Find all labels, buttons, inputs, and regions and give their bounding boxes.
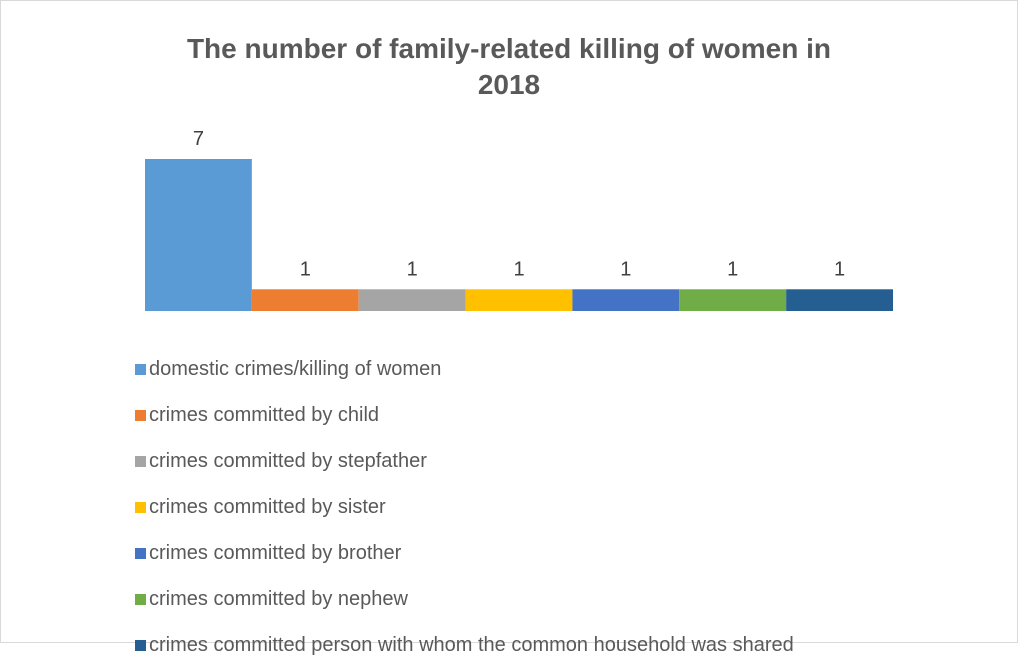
bar-plot: 7 1 1 1 1 1 1 bbox=[145, 128, 893, 311]
data-label-6: 1 bbox=[727, 258, 738, 280]
chart-title: The number of family-related killing of … bbox=[1, 31, 1017, 103]
bar-7 bbox=[786, 289, 893, 311]
legend-label: domestic crimes/killing of women bbox=[149, 357, 442, 380]
chart-title-line-1: The number of family-related killing of … bbox=[186, 33, 832, 64]
data-label-1: 7 bbox=[193, 128, 204, 150]
data-label-4: 1 bbox=[513, 258, 524, 280]
chart-title-line-2: 2018 bbox=[477, 69, 541, 100]
legend-label: crimes committed by child bbox=[149, 403, 380, 426]
bar-5 bbox=[572, 289, 680, 311]
legend-item-7: crimes committed person with whom the co… bbox=[135, 622, 794, 668]
bar-1 bbox=[145, 159, 252, 311]
data-label-5: 1 bbox=[620, 258, 631, 280]
legend-swatch bbox=[135, 455, 146, 467]
legend-label: crimes committed by sister bbox=[149, 495, 386, 518]
legend-item-5: crimes committed by brother bbox=[135, 530, 794, 576]
data-label-3: 1 bbox=[407, 258, 418, 280]
legend-label: crimes committed by brother bbox=[149, 541, 402, 564]
bar-4 bbox=[465, 289, 573, 311]
bar-3 bbox=[358, 289, 466, 311]
legend-swatch bbox=[135, 409, 146, 421]
legend: domestic crimes/killing of women crimes c… bbox=[135, 346, 794, 668]
bar-2 bbox=[251, 289, 359, 311]
data-label-7: 1 bbox=[834, 258, 845, 280]
legend-item-1: domestic crimes/killing of women bbox=[135, 346, 794, 392]
legend-swatch bbox=[135, 501, 146, 513]
legend-label: crimes committed by nephew bbox=[149, 587, 408, 610]
legend-swatch bbox=[135, 363, 146, 375]
legend-item-2: crimes committed by child bbox=[135, 392, 794, 438]
legend-swatch bbox=[135, 593, 146, 605]
legend-item-3: crimes committed by stepfather bbox=[135, 438, 794, 484]
legend-item-4: crimes committed by sister bbox=[135, 484, 794, 530]
data-label-2: 1 bbox=[300, 258, 311, 280]
legend-swatch bbox=[135, 547, 146, 559]
bar-6 bbox=[679, 289, 787, 311]
legend-item-6: crimes committed by nephew bbox=[135, 576, 794, 622]
legend-swatch bbox=[135, 639, 146, 651]
legend-label: crimes committed by stepfather bbox=[149, 449, 427, 472]
legend-label: crimes committed person with whom the co… bbox=[149, 633, 794, 656]
